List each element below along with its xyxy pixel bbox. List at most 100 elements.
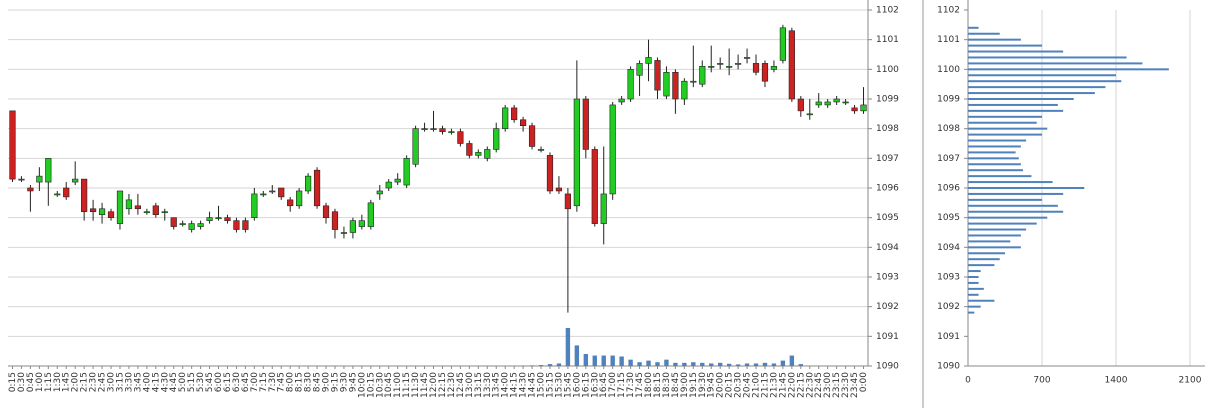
y-tick-label: 1100 [937, 65, 960, 75]
x-tick-label: 18:00 [644, 372, 654, 398]
x-tick-label: 2:30 [89, 372, 99, 392]
profile-bar [968, 287, 984, 290]
candle-body [305, 175, 312, 192]
profile-bar [968, 222, 1037, 225]
candle-body [600, 193, 607, 224]
x-tick-label: 22:15 [796, 372, 806, 398]
x-tick-label: 0:45 [26, 372, 36, 392]
x-tick-label: 5:00 [178, 372, 188, 392]
x-tick-label: 15:45 [563, 372, 573, 398]
x-tick-label: 2:15 [80, 372, 90, 392]
x-tick-label: 17:15 [617, 372, 627, 398]
profile-bar [968, 311, 975, 314]
profile-bar [968, 204, 1058, 207]
profile-bar [968, 145, 1021, 148]
y-tick-label: 1091 [876, 332, 899, 342]
y-tick-label: 1100 [876, 65, 899, 75]
profile-bar [968, 74, 1116, 77]
candle-body [296, 190, 303, 207]
profile-bar [968, 240, 1011, 243]
volume-bar [628, 359, 633, 366]
x-tick-label: 13:45 [492, 372, 502, 398]
candle-body [134, 205, 141, 210]
volume-bar [655, 362, 660, 366]
x-tick-label: 17:45 [635, 372, 645, 398]
candle-body [260, 193, 267, 196]
x-tick-label: 19:15 [689, 372, 699, 398]
x-tick-label: 3:45 [133, 372, 143, 392]
candle-body [322, 205, 330, 218]
volume-bar [664, 359, 669, 366]
volume-bar [762, 362, 768, 366]
x-tick-label: 700 [1033, 376, 1050, 386]
x-tick-label: 14:00 [501, 372, 511, 398]
candle-body [466, 143, 473, 156]
candle-body [645, 57, 652, 64]
candle-body [233, 220, 240, 230]
x-tick-label: 22:00 [787, 372, 797, 398]
candle-body [448, 131, 455, 133]
x-tick-label: 23:45 [850, 372, 860, 398]
candle-body [358, 220, 365, 227]
profile-bar [968, 210, 1064, 213]
y-tick-label: 1094 [876, 243, 899, 253]
x-tick-label: 8:45 [313, 372, 323, 392]
candle-body [770, 66, 778, 70]
candle-body [573, 98, 580, 207]
profile-bar [968, 98, 1074, 100]
candle-body [72, 178, 79, 183]
y-tick-label: 1099 [937, 95, 960, 105]
x-tick-label: 10:45 [384, 372, 394, 398]
candle-body [484, 149, 491, 159]
y-tick-label: 1102 [937, 6, 960, 16]
x-tick-label: 1:00 [35, 372, 45, 392]
x-tick-label: 1:30 [53, 372, 63, 392]
profile-bar [968, 133, 1042, 136]
candle-body [36, 175, 43, 183]
candle-body [170, 217, 177, 227]
x-tick-label: 14:30 [519, 372, 529, 398]
candle-body [564, 193, 571, 210]
x-tick-label: 20:45 [743, 372, 753, 398]
x-tick-label: 8:15 [295, 372, 305, 392]
x-tick-label: 19:00 [680, 372, 690, 398]
candle-body [699, 66, 706, 85]
candle-body [412, 128, 419, 165]
candle-body [627, 69, 634, 100]
candle-body [161, 211, 168, 214]
x-tick-label: 20:15 [725, 372, 735, 398]
volume-bar [637, 362, 642, 366]
x-tick-label: 7:30 [268, 372, 278, 392]
candle-body [672, 72, 679, 100]
candle-body [152, 205, 159, 216]
candle-body [45, 158, 52, 183]
candle-body [430, 128, 437, 130]
volume-bar [574, 345, 580, 366]
candle-body [287, 199, 294, 207]
y-tick-label: 1096 [876, 184, 899, 194]
x-tick-label: 3:00 [107, 372, 117, 392]
candle-body [609, 104, 616, 195]
x-tick-label: 10:00 [357, 372, 367, 398]
candle-body [18, 178, 25, 181]
x-tick-label: 20:30 [734, 372, 744, 398]
profile-bar [968, 299, 995, 302]
y-tick-label: 1094 [937, 243, 960, 253]
x-tick-label: 6:15 [223, 372, 233, 392]
candle-body [520, 119, 527, 127]
x-tick-label: 4:30 [160, 372, 170, 392]
candle-body [90, 208, 97, 213]
candle-body [654, 60, 661, 91]
candle-body [779, 27, 786, 61]
x-tick-label: 19:30 [698, 372, 708, 398]
profile-bar [968, 258, 1000, 261]
candle-body [439, 128, 446, 132]
candle-body [242, 220, 249, 230]
y-tick-label: 1101 [937, 35, 960, 45]
x-tick-label: 16:45 [599, 372, 609, 398]
x-tick-label: 3:30 [124, 372, 134, 392]
candle-body [313, 169, 321, 207]
x-tick-label: 13:15 [474, 372, 484, 398]
candle-body [591, 149, 598, 224]
x-tick-label: 9:30 [339, 372, 349, 392]
